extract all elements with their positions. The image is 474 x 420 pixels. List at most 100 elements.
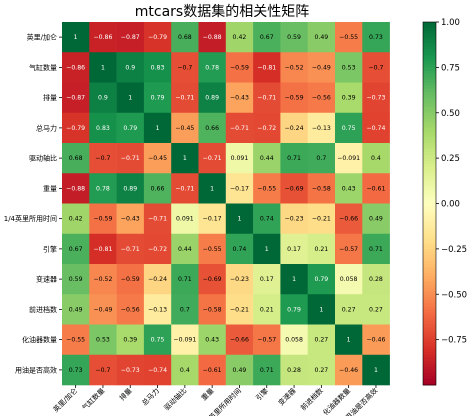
cell-value-label: 0.79	[123, 125, 137, 132]
cell-value-label: −0.88	[66, 185, 85, 192]
cell-value-label: 0.67	[260, 34, 274, 41]
cell-value-label: −0.74	[148, 367, 167, 374]
heatmap-cell	[225, 324, 254, 356]
colorbar-segment	[423, 40, 436, 44]
heatmap-cell	[171, 22, 199, 53]
heatmap-cell	[335, 82, 363, 114]
colorbar-segment	[423, 130, 436, 135]
heatmap-cell	[116, 52, 145, 83]
heatmap-cell	[89, 233, 117, 265]
heatmap-cell	[253, 173, 281, 204]
heatmap-cell	[280, 203, 308, 235]
heatmap-cell	[307, 22, 336, 53]
heatmap-cell	[89, 173, 117, 204]
cell-value-label: −0.66	[230, 337, 249, 344]
heatmap-cell	[143, 52, 172, 83]
cell-value-label: −0.58	[312, 185, 331, 192]
heatmap-cell	[253, 233, 281, 265]
cell-value-label: −0.81	[93, 246, 112, 253]
colorbar-segment	[423, 291, 436, 295]
cell-value-label: 1	[237, 216, 241, 223]
heatmap-cell	[171, 82, 199, 114]
cell-value-label: −0.59	[121, 276, 140, 283]
cell-value-label: −0.23	[285, 216, 304, 223]
cell-value-label: 0.78	[205, 64, 219, 71]
colorbar-segment	[423, 91, 436, 95]
cell-value-label: −0.55	[66, 337, 85, 344]
x-tick-label: 前进档数	[299, 386, 325, 412]
heatmap-cell	[62, 354, 90, 386]
colorbar-segment	[423, 270, 436, 274]
colorbar-segment	[423, 318, 436, 322]
cell-value-label: 0.79	[151, 95, 165, 102]
cell-value-label: 0.27	[342, 306, 356, 313]
heatmap-cell	[335, 143, 363, 174]
heatmap-cell	[198, 233, 227, 265]
colorbar-segment	[423, 254, 436, 259]
colorbar-segment	[423, 64, 436, 68]
cell-value-label: −0.45	[148, 155, 167, 162]
colorbar-tick-label: 0.25	[441, 154, 460, 164]
cell-value-label: −0.46	[339, 367, 358, 374]
heatmap-cell	[362, 264, 390, 295]
heatmap-cell	[143, 294, 172, 325]
heatmap-cell	[171, 324, 199, 356]
colorbar-segment	[423, 61, 436, 65]
colorbar-segment	[423, 52, 436, 56]
cell-value-label: 1	[210, 185, 214, 192]
colorbar-segment	[423, 176, 436, 180]
cell-value-label: −0.23	[230, 276, 249, 283]
heatmap-cell	[198, 82, 227, 114]
y-tick-label: 英里/加仑	[27, 33, 57, 42]
cell-value-label: −0.46	[366, 337, 385, 344]
colorbar-segment	[423, 273, 436, 277]
heatmap-cell	[198, 112, 227, 144]
heatmap-cell	[116, 143, 145, 174]
heatmap-cell	[225, 82, 254, 114]
colorbar-segment	[423, 276, 436, 280]
cell-value-label: 0.27	[369, 306, 383, 313]
heatmap-cell	[280, 143, 308, 174]
cell-value-label: −0.57	[339, 246, 358, 253]
heatmap-cell	[62, 203, 90, 235]
heatmap-cell	[280, 22, 308, 53]
cell-value-label: 0.89	[205, 95, 219, 102]
colorbar-segment	[423, 34, 436, 38]
colorbar-tick-label: 0.00	[441, 200, 460, 210]
heatmap-cell	[225, 112, 254, 144]
cell-value-label: 0.73	[69, 367, 83, 374]
heatmap-cell	[171, 143, 199, 174]
heatmap-cell	[62, 82, 90, 114]
heatmap-cell	[280, 173, 308, 204]
colorbar-segment	[423, 143, 436, 147]
colorbar-segment	[423, 294, 436, 298]
cell-value-label: 0.058	[340, 276, 358, 283]
cell-value-label: 0.59	[287, 34, 301, 41]
heatmap-cell	[280, 324, 308, 356]
colorbar-segment	[423, 206, 436, 210]
cell-value-label: 0.78	[96, 185, 110, 192]
heatmap-cell	[335, 22, 363, 53]
cell-value-label: −0.7	[368, 64, 383, 71]
heatmap-cell	[89, 52, 117, 83]
heatmap-cell	[198, 354, 227, 386]
y-tick-label: 引擎	[43, 244, 57, 253]
heatmap-cell	[362, 52, 390, 83]
heatmap-cell	[198, 294, 227, 325]
colorbar-segment	[423, 321, 436, 325]
heatmap-cell	[89, 22, 117, 53]
colorbar-segment	[423, 46, 436, 50]
heatmap-cell	[335, 203, 363, 235]
heatmap-cell	[362, 233, 390, 265]
heatmap-cell	[89, 82, 117, 114]
colorbar-segment	[423, 282, 436, 286]
cell-value-label: 0.4	[180, 367, 190, 374]
x-tick-label: 英里/加仑	[51, 386, 79, 414]
colorbar-segment	[423, 31, 436, 35]
cell-value-label: 0.43	[205, 337, 219, 344]
colorbar: −0.75 −0.50 −0.25 0.00 0.25 0.50 0.75 1.00	[422, 18, 467, 386]
colorbar-segment	[423, 25, 436, 29]
colorbar-segment	[423, 221, 436, 226]
cell-value-label: 0.53	[96, 337, 110, 344]
